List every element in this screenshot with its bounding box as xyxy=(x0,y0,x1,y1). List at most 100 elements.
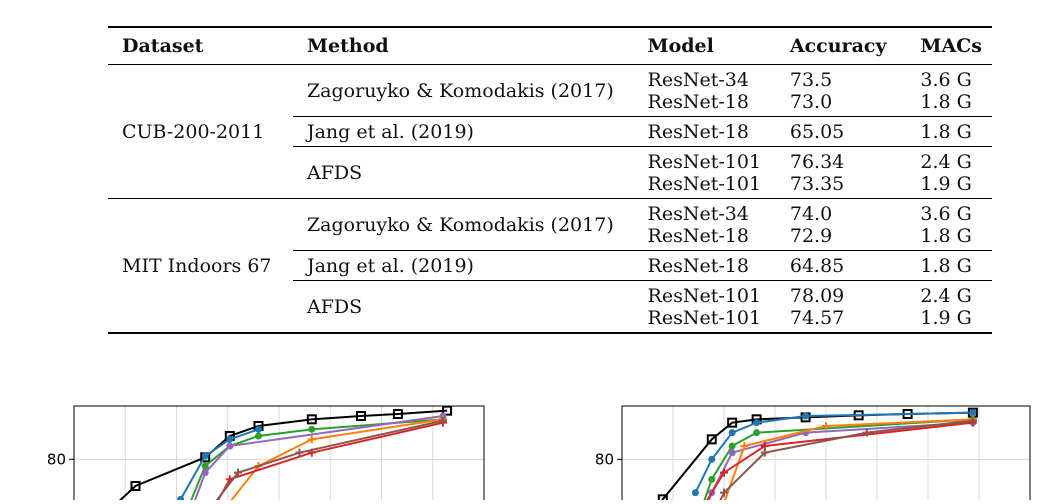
data-point xyxy=(822,422,830,430)
data-point xyxy=(728,449,736,457)
model-value: ResNet-18 xyxy=(647,91,749,113)
plot-frame xyxy=(621,405,1031,500)
accuracy-chart-right: 80 xyxy=(540,398,1052,500)
model-cell: ResNet-34 ResNet-18 xyxy=(633,198,776,251)
method-cell: AFDS xyxy=(292,280,634,334)
model-value: ResNet-101 xyxy=(647,151,762,173)
header-macs: MACs xyxy=(906,26,992,65)
model-value: ResNet-18 xyxy=(647,225,749,247)
macs-value: 1.8 G xyxy=(920,225,972,247)
data-point xyxy=(442,406,453,416)
data-point xyxy=(356,411,366,421)
macs-cell: 3.6 G 1.8 G xyxy=(906,198,992,251)
macs-value: 2.4 G xyxy=(920,285,972,307)
data-point xyxy=(255,432,262,440)
method-cell: Zagoruyko & Komodakis (2017) xyxy=(292,198,634,251)
data-point xyxy=(760,448,769,457)
series-line xyxy=(194,415,444,500)
data-point xyxy=(307,435,316,444)
model-cell: ResNet-34 ResNet-18 xyxy=(633,64,776,117)
macs-cell: 3.6 G 1.8 G xyxy=(906,64,992,117)
accuracy-value: 74.0 xyxy=(789,203,833,225)
series-group xyxy=(118,406,453,500)
data-point xyxy=(728,429,736,437)
model-value: ResNet-34 xyxy=(647,203,749,225)
macs-cell: 2.4 G 1.9 G xyxy=(906,280,992,334)
data-point xyxy=(201,462,209,470)
accuracy-cell: 76.34 73.35 xyxy=(775,146,907,199)
model-value: ResNet-101 xyxy=(647,285,762,307)
macs-value: 1.9 G xyxy=(920,173,972,195)
data-point xyxy=(177,495,185,500)
data-point xyxy=(969,409,977,417)
data-point xyxy=(201,469,209,477)
data-point xyxy=(740,442,749,450)
header-row: Dataset Method Model Accuracy MACs xyxy=(108,26,992,65)
header-model: Model xyxy=(633,26,776,65)
table-row: AFDS ResNet-101 ResNet-101 78.09 74.57 2.4… xyxy=(108,280,992,334)
model-value: ResNet-101 xyxy=(647,173,762,195)
data-point xyxy=(226,442,234,450)
header-accuracy: Accuracy xyxy=(775,26,907,65)
results-table: Dataset Method Model Accuracy MACs CUB-2… xyxy=(108,26,992,334)
data-point xyxy=(706,434,717,445)
data-point xyxy=(691,489,699,497)
accuracy-value: 76.34 xyxy=(789,151,845,173)
dataset-cell: CUB-200-2011 xyxy=(108,64,293,199)
accuracy-cell: 73.5 73.0 xyxy=(775,64,907,117)
model-value: ResNet-101 xyxy=(647,307,762,329)
data-point xyxy=(306,414,317,425)
data-point xyxy=(802,412,810,420)
accuracy-value: 73.0 xyxy=(789,91,833,113)
model-value: ResNet-34 xyxy=(647,69,749,91)
table-row: MIT Indoors 67 Zagoruyko & Komodakis (20… xyxy=(108,198,992,334)
accuracy-cell: 78.09 74.57 xyxy=(775,280,907,334)
header-method: Method xyxy=(292,26,634,65)
data-point xyxy=(753,429,761,437)
accuracy-chart-left: 80 xyxy=(0,398,520,500)
accuracy-value: 73.5 xyxy=(789,69,833,91)
series-line xyxy=(694,411,973,494)
data-point xyxy=(708,475,716,483)
method-cell: Jang et al. (2019) xyxy=(292,250,634,281)
data-point xyxy=(727,417,738,428)
series-line xyxy=(708,421,973,500)
data-point xyxy=(234,468,242,477)
data-point xyxy=(862,428,871,437)
data-point xyxy=(968,416,977,425)
chart-right-svg: 80 xyxy=(595,405,1031,500)
macs-value: 1.9 G xyxy=(920,307,972,329)
table-row: Jang et al. (2019) ResNet-18 65.05 1.8 G xyxy=(108,116,992,147)
accuracy-cell: 65.05 xyxy=(775,116,907,147)
table-row: AFDS ResNet-101 ResNet-101 76.34 73.35 2.4… xyxy=(108,146,992,199)
model-cell: ResNet-18 xyxy=(633,116,776,147)
data-point xyxy=(760,442,769,450)
table-row: Jang et al. (2019) ResNet-18 64.85 1.8 G xyxy=(108,250,992,281)
dataset-cell: MIT Indoors 67 xyxy=(108,198,293,334)
data-point xyxy=(708,455,716,463)
model-cell: ResNet-18 xyxy=(633,250,776,281)
series-line xyxy=(118,409,448,500)
accuracy-value: 72.9 xyxy=(789,225,833,247)
data-point xyxy=(226,435,234,443)
y-tick-label: 80 xyxy=(595,450,614,468)
data-point xyxy=(392,409,403,419)
macs-cell: 1.8 G xyxy=(906,250,992,281)
accuracy-value: 73.35 xyxy=(789,173,845,195)
y-tick-label: 80 xyxy=(47,450,66,468)
accuracy-cell: 74.0 72.9 xyxy=(775,198,907,251)
method-cell: Jang et al. (2019) xyxy=(292,116,634,147)
data-point xyxy=(130,481,141,491)
data-point xyxy=(295,448,304,457)
method-cell: AFDS xyxy=(292,146,634,199)
series-line xyxy=(230,418,444,500)
data-point xyxy=(657,494,668,500)
plot-frame xyxy=(73,405,485,500)
data-point xyxy=(308,425,316,433)
macs-value: 3.6 G xyxy=(920,203,972,225)
series-line xyxy=(719,419,973,500)
chart-left-svg: 80 xyxy=(47,405,485,500)
data-point xyxy=(753,419,761,427)
data-point xyxy=(720,468,728,477)
accuracy-value: 78.09 xyxy=(789,285,845,307)
